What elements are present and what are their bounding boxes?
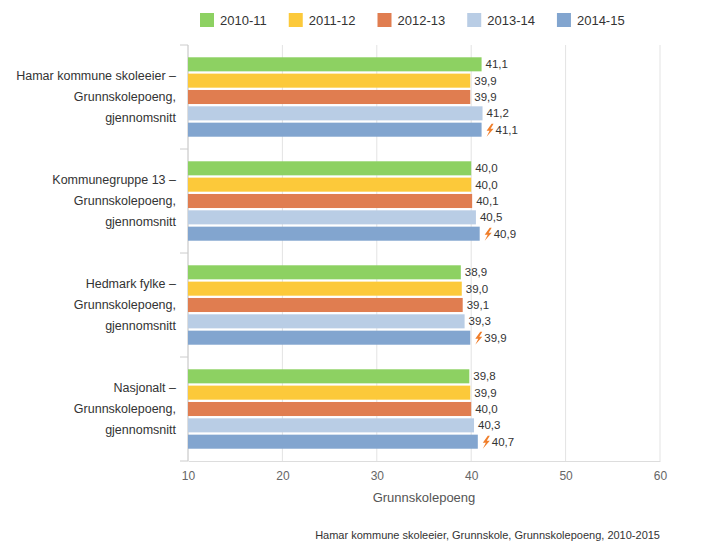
bars (188, 57, 483, 448)
x-tick: 30 (371, 461, 385, 483)
bar (188, 369, 469, 383)
bar (188, 435, 478, 449)
bar (188, 178, 471, 192)
data-label: 40,0 (475, 179, 497, 191)
data-label: 39,9 (484, 332, 506, 344)
bar (188, 282, 462, 296)
x-tick-label: 50 (559, 469, 573, 483)
legend-label: 2012-13 (398, 13, 446, 28)
x-tick: 60 (654, 461, 668, 483)
bar (188, 386, 470, 400)
grid-line (660, 45, 661, 461)
category-label: Hedmark fylke –Grunnskolepoeng,gjennomsn… (74, 277, 177, 333)
bar (188, 314, 465, 328)
data-label: 40,1 (476, 195, 498, 207)
x-tick-label: 10 (182, 469, 196, 483)
data-label: 41,1 (486, 58, 508, 70)
data-label: 39,3 (469, 315, 491, 327)
bar (188, 57, 482, 71)
legend-swatch (467, 13, 481, 27)
group-divider (180, 461, 188, 462)
data-label: 40,3 (478, 419, 500, 431)
bar (188, 227, 480, 241)
data-labels: 41,1 40,0 38,9 39,8 39,9 40,0 39,0 39,9 39,9 40,1… (465, 58, 518, 448)
caption: Hamar kommune skoleeier, Grunnskole, Gru… (315, 529, 660, 541)
category-label: Hamar kommune skoleeier –Grunnskolepoeng… (16, 69, 176, 125)
bar (188, 194, 472, 208)
data-label: 39,9 (474, 387, 496, 399)
bar (188, 298, 463, 312)
x-tick-label: 60 (654, 469, 668, 483)
data-label: 39,9 (474, 91, 496, 103)
x-tick-label: 40 (465, 469, 479, 483)
x-tick: 20 (276, 461, 290, 483)
category-label: Nasjonalt –Grunnskolepoeng,gjennomsnitt (74, 381, 177, 437)
data-label: 41,2 (487, 107, 509, 119)
data-label: 38,9 (465, 266, 487, 278)
data-label: 40,5 (480, 211, 502, 223)
legend-swatch (289, 13, 303, 27)
flag-icon (487, 124, 494, 137)
legend-swatch (557, 13, 571, 27)
legend-swatch (200, 13, 214, 27)
legend-item: 2014-15 (557, 13, 625, 28)
group-divider (180, 149, 188, 150)
category-label: Kommunegruppe 13 –Grunnskolepoeng,gjenno… (52, 173, 176, 229)
group-divider (180, 357, 188, 358)
x-tick-label: 30 (371, 469, 385, 483)
data-label: 39,9 (474, 75, 496, 87)
group-divider (180, 253, 188, 254)
bar (188, 265, 461, 279)
bar (188, 90, 470, 104)
bar (188, 123, 482, 137)
legend-item: 2010-11 (200, 13, 267, 28)
flag-icon (485, 228, 492, 241)
legend: 2010-11 2011-12 2012-13 2013-14 2014-15 (200, 13, 625, 28)
bar (188, 161, 471, 175)
flag-icon (475, 332, 482, 345)
legend-item: 2011-12 (289, 13, 356, 28)
chart: 10 20 30 40 50 60 Hamar kommune skoleeier –Gru… (0, 0, 705, 547)
x-tick: 40 (465, 461, 479, 483)
legend-item: 2013-14 (467, 13, 535, 28)
data-label: 39,0 (466, 283, 488, 295)
x-axis: 10 20 30 40 50 60 (182, 461, 668, 483)
x-tick-label: 20 (276, 469, 290, 483)
bar (188, 74, 470, 88)
data-label: 41,1 (496, 124, 518, 136)
legend-label: 2014-15 (577, 13, 625, 28)
bar (188, 210, 476, 224)
bar (188, 331, 470, 345)
data-label: 40,7 (492, 436, 514, 448)
grid (188, 45, 660, 461)
x-axis-line (189, 461, 661, 462)
bar (188, 418, 474, 432)
data-label: 39,1 (467, 299, 489, 311)
data-label: 40,0 (475, 403, 497, 415)
grid-line (565, 45, 566, 461)
bar (188, 402, 471, 416)
x-axis-title: Grunnskolepoeng (373, 490, 476, 505)
data-label: 40,9 (494, 228, 516, 240)
bar (188, 106, 483, 120)
legend-label: 2010-11 (220, 13, 267, 28)
flag-icon (483, 436, 490, 449)
legend-item: 2012-13 (378, 13, 446, 28)
x-tick: 50 (559, 461, 573, 483)
group-divider (180, 45, 188, 46)
data-label: 39,8 (473, 370, 495, 382)
legend-label: 2011-12 (309, 13, 356, 28)
data-label: 40,0 (475, 162, 497, 174)
x-tick: 10 (182, 461, 196, 483)
legend-label: 2013-14 (487, 13, 535, 28)
legend-swatch (378, 13, 392, 27)
